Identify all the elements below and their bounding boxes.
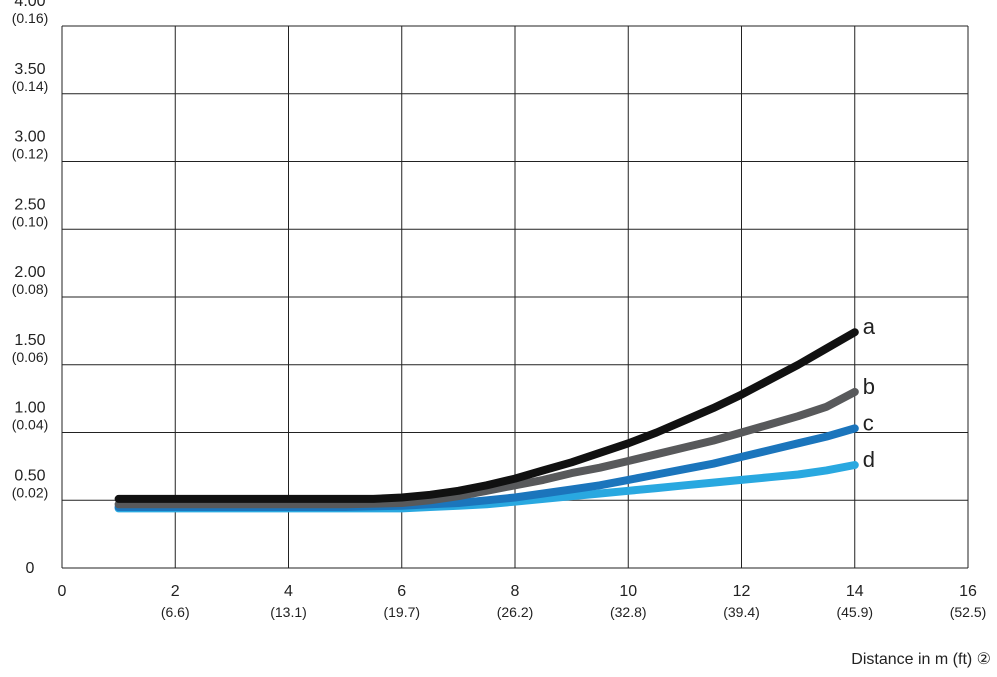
x-tick-sublabel: (39.4) [723, 604, 760, 620]
series-line-b [114, 387, 859, 509]
y-tick-sublabel: (0.12) [12, 146, 49, 162]
y-tick-sublabel: (0.10) [12, 213, 49, 229]
x-axis: 0 2 (6.6) 4 (13.1) 6 (19.7) 8 (26.2) 10 (32.8) 12 (3… [58, 583, 987, 620]
x-tick-label: 14 [846, 583, 864, 600]
x-tick-sublabel: (6.6) [161, 604, 190, 620]
x-tick-label: 8 [511, 583, 520, 600]
y-tick-sublabel: (0.06) [12, 349, 49, 365]
y-tick-label: 3.00 [14, 129, 45, 146]
y-tick-label: 1.00 [14, 400, 45, 417]
x-tick-sublabel: (19.7) [383, 604, 420, 620]
x-axis-title: Distance in m (ft) ② [851, 651, 991, 668]
series-label-d: d [863, 447, 875, 472]
y-tick-sublabel: (0.14) [12, 78, 49, 94]
y-tick-sublabel: (0.08) [12, 281, 49, 297]
x-tick-label: 10 [619, 583, 637, 600]
y-tick-label: 0 [26, 560, 35, 577]
x-tick-label: 12 [733, 583, 751, 600]
y-axis: 0 0.50(0.02) 1.00(0.04) 1.50(0.06) 2.00(0.08… [12, 0, 49, 577]
x-tick-sublabel: (26.2) [497, 604, 534, 620]
x-tick-sublabel: (52.5) [950, 604, 987, 620]
x-tick-label: 2 [171, 583, 180, 600]
series-lines [114, 328, 859, 513]
y-tick-label: 3.50 [14, 61, 45, 78]
y-tick-label: 1.50 [14, 332, 45, 349]
x-tick-sublabel: (45.9) [836, 604, 873, 620]
x-tick-label: 6 [397, 583, 406, 600]
y-tick-sublabel: (0.16) [12, 10, 49, 26]
y-tick-label: 0.50 [14, 467, 45, 484]
x-tick-sublabel: (13.1) [270, 604, 307, 620]
series-label-b: b [863, 374, 875, 399]
series-label-a: a [863, 314, 876, 339]
x-tick-label: 0 [58, 583, 67, 600]
series-labels: a bcd [863, 314, 876, 472]
y-tick-label: 2.50 [14, 196, 45, 213]
x-tick-sublabel: (32.8) [610, 604, 647, 620]
y-tick-sublabel: (0.02) [12, 484, 49, 500]
y-tick-label: 2.00 [14, 264, 45, 281]
x-tick-label: 4 [284, 583, 293, 600]
y-tick-label: 4.00 [14, 0, 45, 10]
series-label-c: c [863, 410, 874, 435]
y-tick-sublabel: (0.04) [12, 417, 49, 433]
x-tick-label: 16 [959, 583, 977, 600]
series-line-a [114, 328, 859, 503]
